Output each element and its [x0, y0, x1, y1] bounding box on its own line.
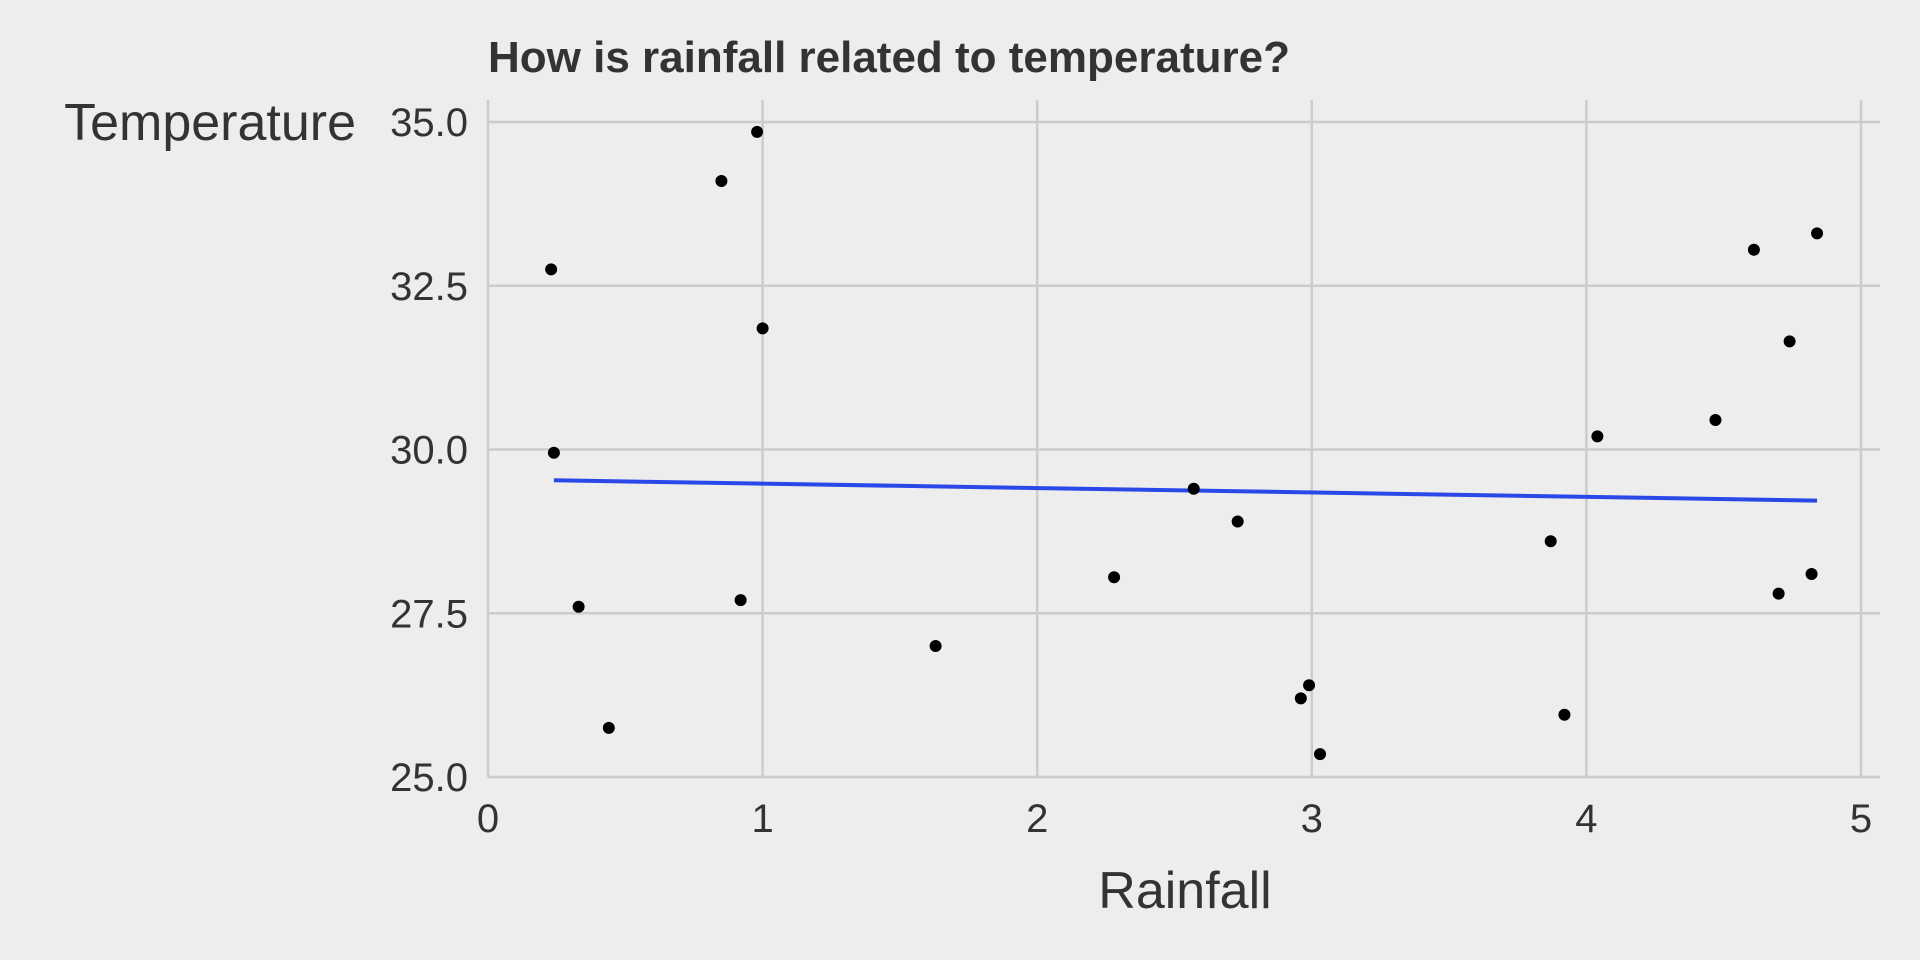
- data-point: [715, 174, 728, 187]
- data-point: [1811, 227, 1824, 240]
- x-tick-label: 0: [477, 797, 499, 841]
- y-tick-label: 25.0: [390, 756, 468, 800]
- data-point: [734, 594, 747, 607]
- data-point: [1747, 243, 1760, 256]
- x-tick-label: 2: [1026, 797, 1048, 841]
- y-axis-title: Temperature: [64, 94, 356, 152]
- y-tick-label: 30.0: [390, 429, 468, 473]
- trend-line: [553, 478, 1818, 503]
- data-point: [1314, 748, 1327, 761]
- data-point: [572, 600, 585, 613]
- data-point: [1294, 692, 1307, 705]
- data-point: [1709, 414, 1722, 427]
- data-point: [545, 263, 558, 276]
- trend-layer: [553, 478, 1818, 503]
- data-point: [1108, 571, 1121, 584]
- data-point: [547, 446, 560, 459]
- data-point: [1558, 708, 1571, 721]
- data-point: [1772, 587, 1785, 600]
- ticks-layer: 25.0 27.5 30.0 32.5 35.0 0 1 2 3 4 5: [390, 101, 1872, 841]
- points-layer: [545, 125, 1824, 761]
- y-tick-label: 32.5: [390, 265, 468, 309]
- y-tick-label: 35.0: [390, 101, 468, 145]
- data-point: [1783, 335, 1796, 348]
- data-point: [1187, 482, 1200, 495]
- grid-layer: [486, 100, 1880, 779]
- data-point: [1591, 430, 1604, 443]
- data-point: [1231, 515, 1244, 528]
- y-tick-label: 27.5: [390, 592, 468, 636]
- chart-title: How is rainfall related to temperature?: [488, 33, 1290, 82]
- data-point: [751, 125, 764, 138]
- x-axis-title: Rainfall: [1098, 862, 1271, 920]
- data-point: [602, 721, 615, 734]
- data-point: [929, 640, 942, 652]
- data-point: [1544, 535, 1557, 548]
- x-tick-label: 1: [751, 797, 773, 841]
- x-tick-label: 4: [1575, 797, 1597, 841]
- data-point: [756, 322, 769, 335]
- x-tick-label: 3: [1301, 797, 1323, 841]
- x-tick-label: 5: [1850, 797, 1872, 841]
- data-point: [1303, 679, 1316, 692]
- data-point: [1805, 567, 1818, 580]
